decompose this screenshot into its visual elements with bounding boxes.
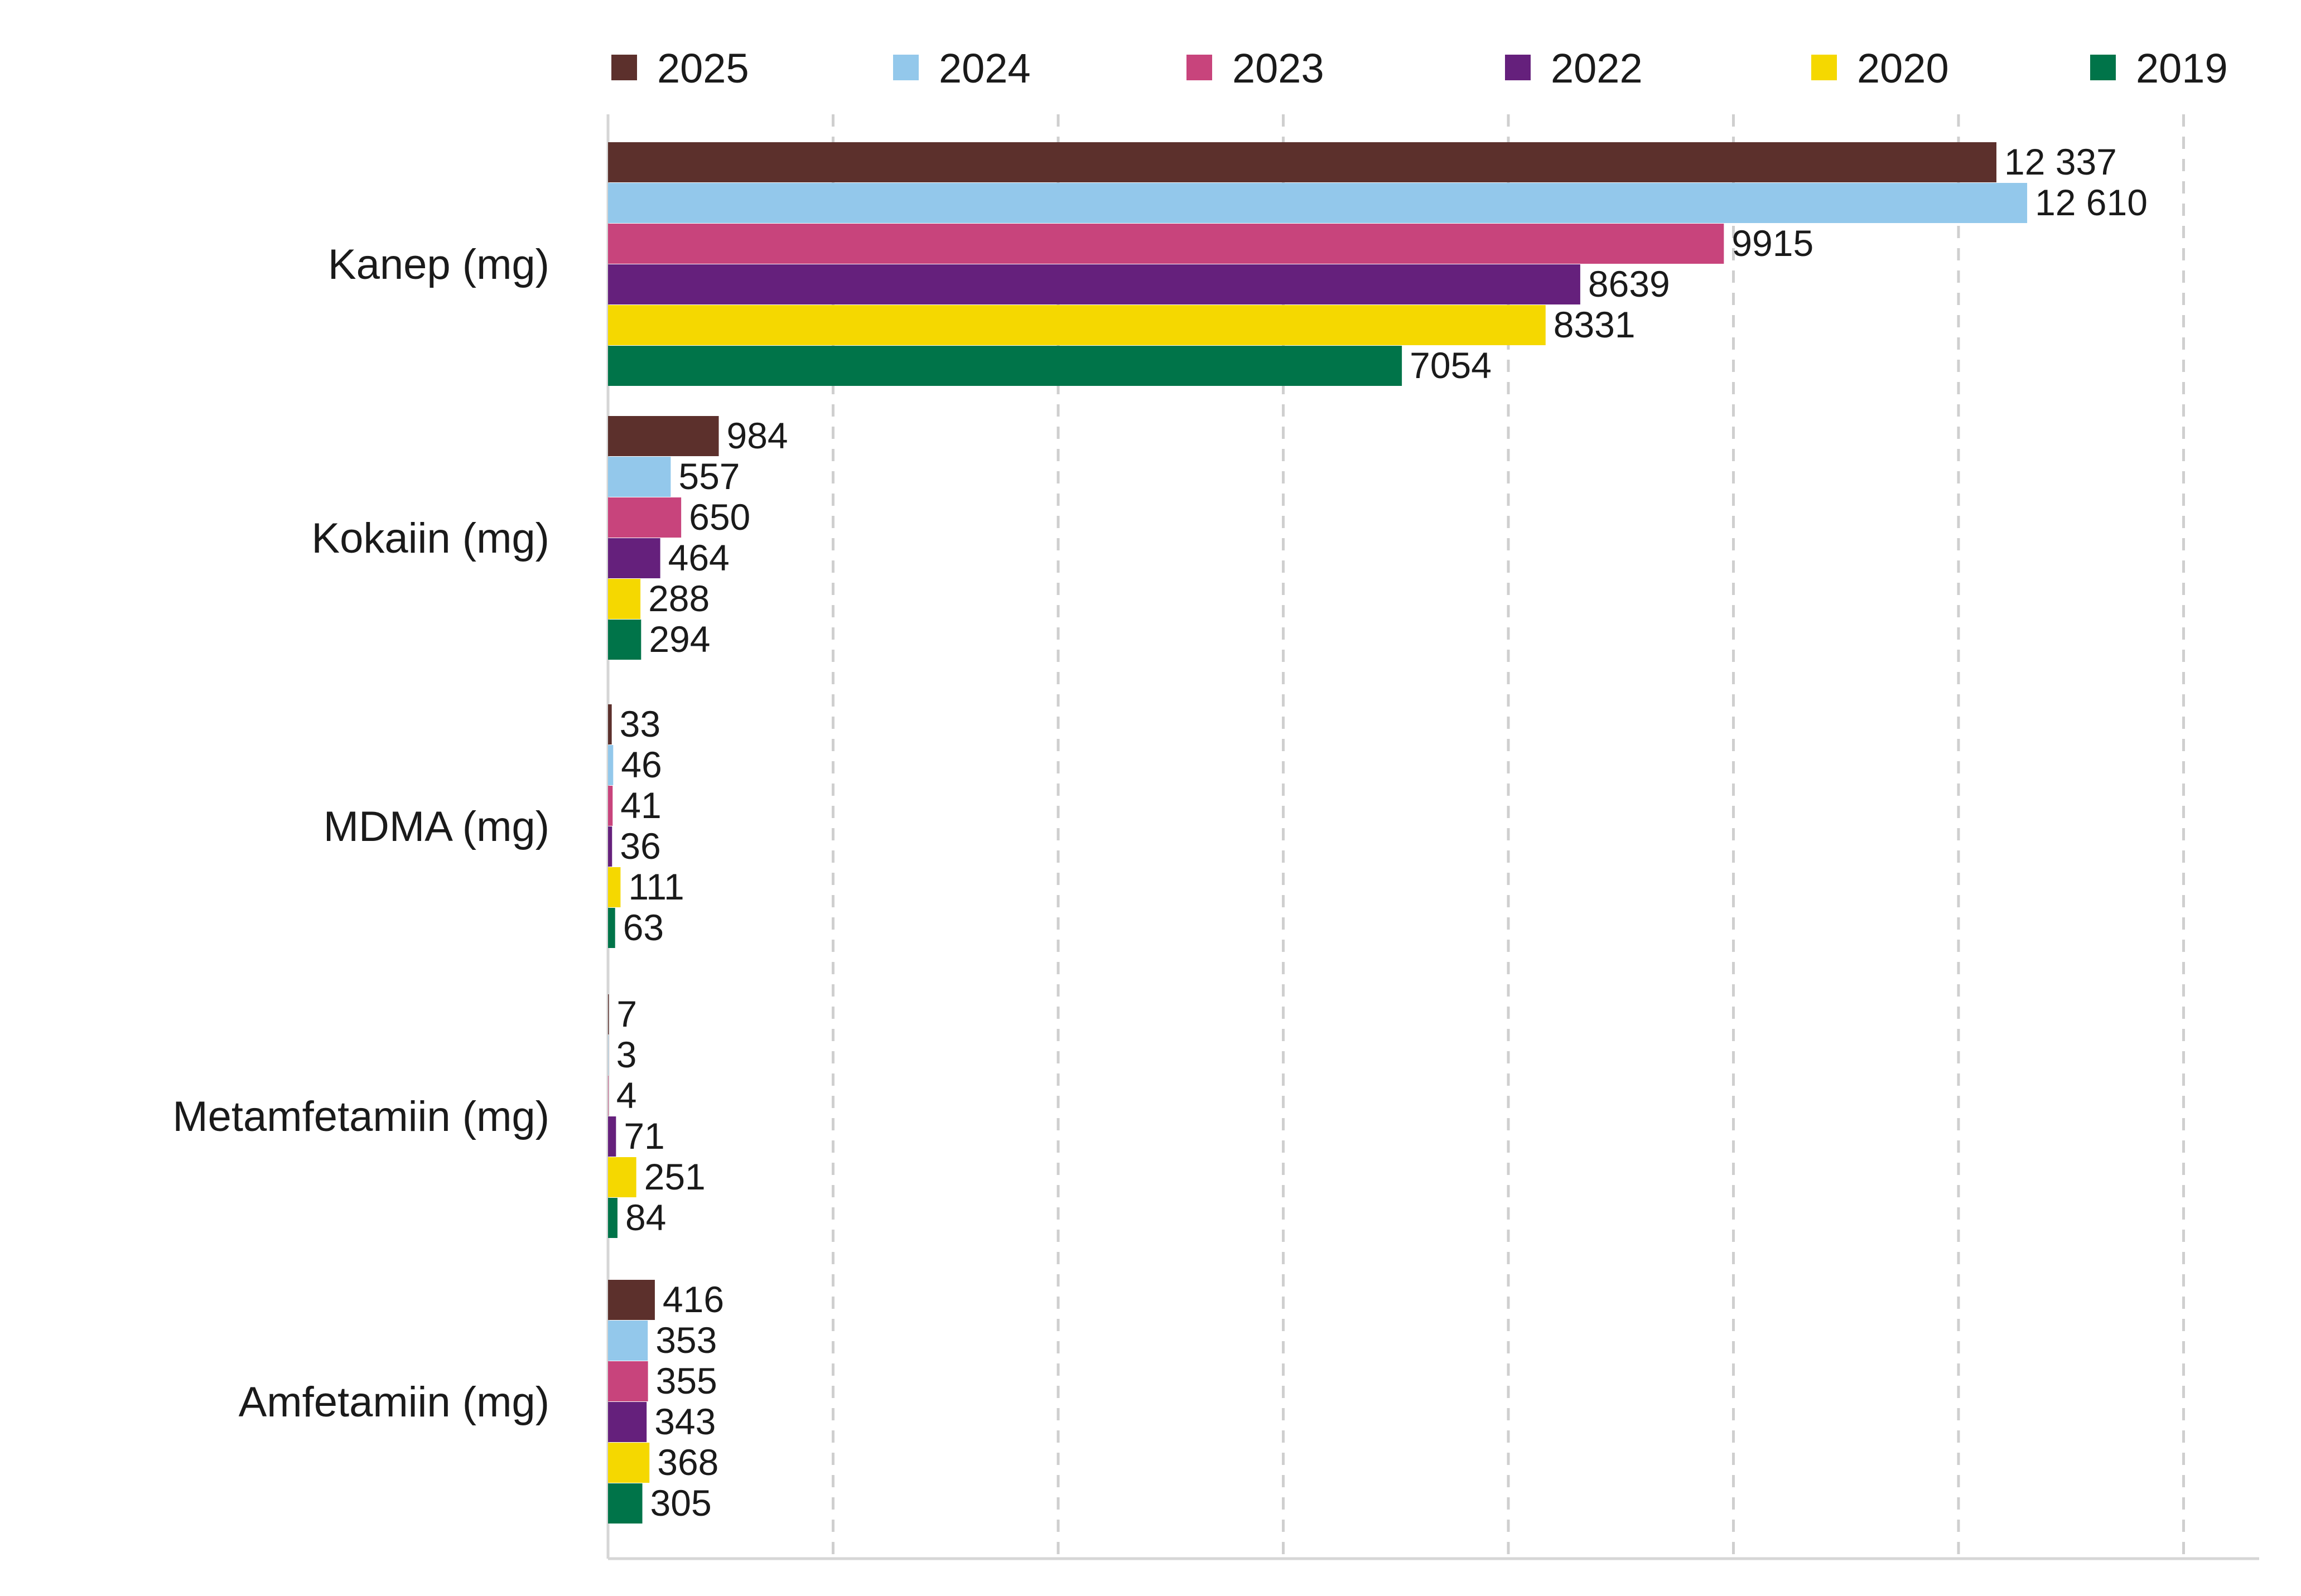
bar-kokaiin-2020: [608, 579, 641, 619]
data-label-kokaiin-2024: 557: [678, 456, 740, 497]
data-label-kokaiin-2019: 294: [649, 618, 710, 660]
legend-label-2023: 2023: [1232, 45, 1324, 91]
bar-metamfetamiin-2022: [608, 1116, 616, 1157]
legend-item-2019: 2019: [2090, 45, 2228, 91]
bar-amfetamiin-2024: [608, 1321, 648, 1361]
legend-item-2023: 2023: [1186, 45, 1324, 91]
bar-kanep-2023: [608, 224, 1724, 264]
category-label-mdma: MDMA (mg): [324, 803, 549, 850]
legend: 2025 2024 2023 2022 2020 2019: [611, 45, 2228, 91]
data-label-amfetamiin-2022: 343: [654, 1401, 716, 1442]
legend-swatch-2023: [1186, 55, 1212, 80]
data-label-amfetamiin-2025: 416: [663, 1279, 724, 1320]
bar-mdma-2022: [608, 826, 612, 867]
category-label-kokaiin: Kokaiin (mg): [311, 515, 549, 562]
data-label-metamfetamiin-2019: 84: [625, 1197, 666, 1238]
legend-swatch-2024: [893, 55, 919, 80]
bar-mdma-2025: [608, 704, 612, 744]
bar-amfetamiin-2025: [608, 1280, 655, 1320]
legend-item-2024: 2024: [893, 45, 1031, 91]
category-label-metamfetamiin: Metamfetamiin (mg): [172, 1093, 549, 1140]
data-label-amfetamiin-2023: 355: [656, 1360, 717, 1401]
data-label-kokaiin-2020: 288: [648, 578, 710, 619]
data-label-metamfetamiin-2022: 71: [624, 1115, 664, 1157]
bar-kanep-2019: [608, 346, 1402, 386]
data-label-metamfetamiin-2024: 3: [616, 1034, 637, 1075]
data-label-mdma-2020: 111: [628, 866, 684, 907]
data-label-kanep-2019: 7054: [1410, 345, 1492, 386]
bar-metamfetamiin-2025: [608, 994, 609, 1034]
data-label-mdma-2019: 63: [623, 907, 664, 948]
bar-mdma-2024: [608, 745, 614, 785]
legend-swatch-2022: [1505, 55, 1531, 80]
data-label-mdma-2023: 41: [620, 785, 661, 826]
bar-mdma-2019: [608, 908, 615, 948]
bar-amfetamiin-2019: [608, 1483, 643, 1524]
bar-kanep-2024: [608, 183, 2028, 223]
category-label-kanep: Kanep (mg): [328, 241, 549, 288]
bar-mdma-2020: [608, 867, 621, 907]
bar-kokaiin-2019: [608, 620, 641, 660]
data-label-kanep-2025: 12 337: [2004, 141, 2117, 182]
data-label-kokaiin-2023: 650: [689, 496, 750, 538]
bar-kokaiin-2024: [608, 457, 671, 497]
legend-item-2020: 2020: [1811, 45, 1949, 91]
bar-kokaiin-2022: [608, 538, 660, 578]
data-label-amfetamiin-2020: 368: [657, 1442, 718, 1483]
legend-swatch-2019: [2090, 55, 2116, 80]
bar-kokaiin-2023: [608, 497, 682, 538]
data-label-metamfetamiin-2020: 251: [644, 1156, 706, 1197]
bar-metamfetamiin-2024: [608, 1035, 609, 1075]
data-label-kanep-2024: 12 610: [2035, 182, 2148, 223]
bar-amfetamiin-2023: [608, 1361, 648, 1401]
legend-label-2020: 2020: [1857, 45, 1949, 91]
legend-item-2022: 2022: [1505, 45, 1643, 91]
data-label-mdma-2024: 46: [621, 744, 662, 785]
category-labels: Kanep (mg) Kokaiin (mg) MDMA (mg) Metamfeta…: [172, 241, 549, 1426]
legend-swatch-2020: [1811, 55, 1837, 80]
data-label-metamfetamiin-2025: 7: [616, 993, 637, 1034]
data-label-kanep-2022: 8639: [1588, 263, 1670, 304]
bar-kanep-2025: [608, 142, 1996, 182]
legend-swatch-2025: [611, 55, 637, 80]
bar-metamfetamiin-2023: [608, 1076, 609, 1116]
bar-amfetamiin-2022: [608, 1402, 647, 1442]
bar-metamfetamiin-2020: [608, 1157, 636, 1197]
bar-amfetamiin-2020: [608, 1443, 650, 1483]
bar-kanep-2022: [608, 264, 1580, 304]
legend-label-2019: 2019: [2136, 45, 2228, 91]
bar-mdma-2023: [608, 786, 613, 826]
data-label-metamfetamiin-2023: 4: [616, 1075, 637, 1116]
legend-label-2025: 2025: [657, 45, 749, 91]
data-label-mdma-2022: 36: [620, 825, 660, 867]
category-label-amfetamiin: Amfetamiin (mg): [239, 1379, 549, 1426]
bar-metamfetamiin-2019: [608, 1198, 618, 1238]
data-label-kokaiin-2025: 984: [727, 415, 788, 456]
bar-kokaiin-2025: [608, 416, 719, 456]
gridlines: [832, 114, 2185, 1559]
data-label-kanep-2020: 8331: [1554, 304, 1636, 345]
data-label-amfetamiin-2024: 353: [655, 1319, 717, 1361]
bars: [608, 142, 2028, 1524]
data-label-kanep-2023: 9915: [1731, 223, 1813, 264]
data-label-kokaiin-2022: 464: [668, 537, 730, 578]
data-label-mdma-2025: 33: [620, 703, 660, 744]
legend-label-2022: 2022: [1551, 45, 1643, 91]
legend-item-2025: 2025: [611, 45, 749, 91]
bar-kanep-2020: [608, 305, 1546, 345]
legend-label-2024: 2024: [939, 45, 1031, 91]
data-label-amfetamiin-2019: 305: [650, 1482, 712, 1524]
